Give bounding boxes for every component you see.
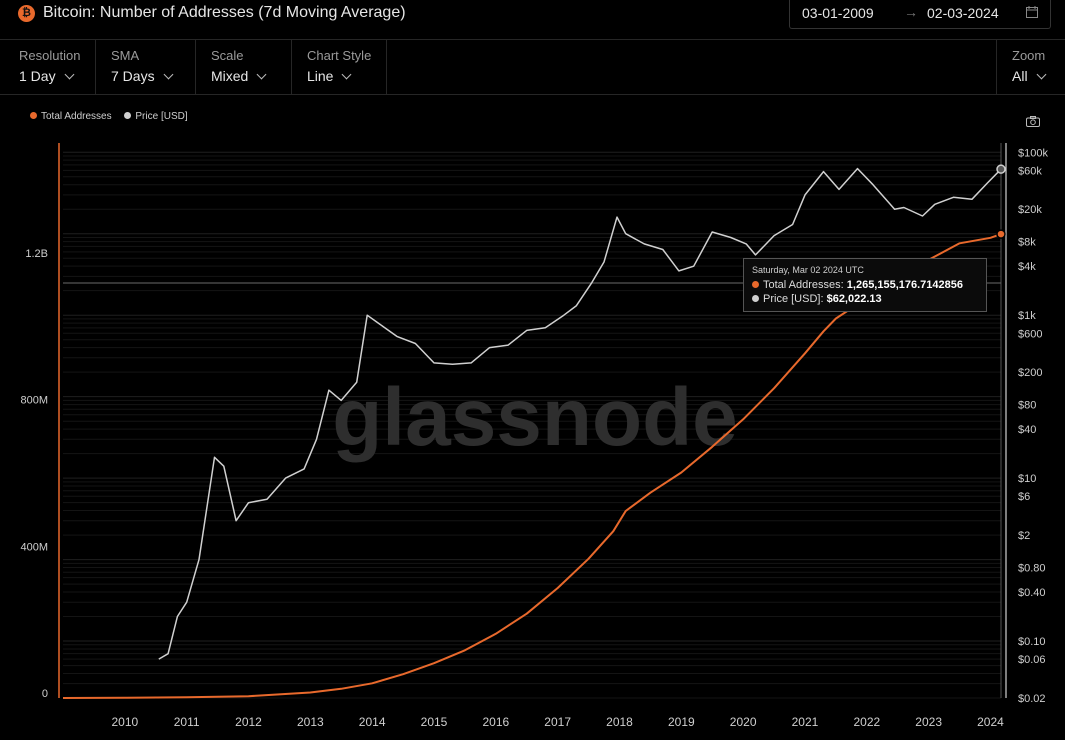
- sma-dropdown[interactable]: SMA 7 Days: [96, 40, 196, 95]
- left-axis-tick-label: 0: [42, 688, 48, 700]
- hover-marker-total-addresses: [996, 229, 1006, 239]
- chevron-down-icon: [342, 69, 352, 80]
- tooltip-value: 1,265,155,176.7142856: [846, 279, 964, 291]
- date-range-picker[interactable]: 03-01-2009 → 02-03-2024: [789, 0, 1051, 29]
- right-axis-tick-label: $0.02: [1018, 693, 1046, 705]
- x-axis-tick-label: 2011: [174, 715, 200, 729]
- left-axis-ticks: 0 400M 800M 1.2B: [20, 248, 48, 700]
- chart-style-value[interactable]: Line: [307, 68, 352, 84]
- chart-title: Bitcoin: Number of Addresses (7d Moving …: [43, 4, 406, 21]
- tooltip-dot-white: [752, 295, 759, 302]
- legend-dot-orange: [30, 112, 37, 119]
- legend-label: Price [USD]: [135, 111, 188, 122]
- series-line-price: [158, 167, 1002, 660]
- legend-label: Total Addresses: [41, 111, 112, 122]
- x-axis-tick-label: 2022: [853, 715, 880, 729]
- resolution-value[interactable]: 1 Day: [19, 68, 75, 84]
- right-axis-tick-label: $0.10: [1018, 636, 1046, 648]
- x-axis-tick-label: 2020: [730, 715, 757, 729]
- chevron-down-icon: [163, 69, 174, 80]
- right-axis-tick-label: $100k: [1018, 147, 1048, 159]
- right-axis-tick-label: $1k: [1018, 310, 1036, 322]
- chart-controls: Resolution 1 Day SMA 7 Days Scale Mixed …: [0, 40, 1065, 95]
- sma-label: SMA: [111, 48, 140, 63]
- tooltip-label: Total Addresses:: [763, 279, 844, 291]
- grid-lines: [63, 151, 1001, 699]
- x-axis-tick-label: 2023: [915, 715, 942, 729]
- left-axis-tick-label: 400M: [20, 541, 48, 553]
- right-axis-tick-label: $0.80: [1018, 562, 1046, 574]
- x-axis-tick-label: 2014: [359, 715, 386, 729]
- x-axis-tick-label: 2024: [977, 715, 1004, 729]
- hover-tooltip: Saturday, Mar 02 2024 UTC Total Addresse…: [743, 258, 987, 312]
- resolution-label: Resolution: [19, 48, 81, 63]
- chart-legend: Total Addresses Price [USD]: [30, 111, 198, 122]
- chart-header: ₿ Bitcoin: Number of Addresses (7d Movin…: [0, 0, 1065, 40]
- x-axis-tick-label: 2021: [792, 715, 819, 729]
- x-axis-ticks: 2010 2011 2012 2013 2014 2015 2016 2017 2018 2019…: [111, 715, 1004, 729]
- hover-markers: [996, 164, 1006, 239]
- right-axis-tick-label: $80: [1018, 400, 1036, 412]
- right-axis-tick-label: $2: [1018, 530, 1030, 542]
- left-axis-tick-label: 800M: [20, 395, 48, 407]
- tooltip-row-total-addresses: Total Addresses: 1,265,155,176.7142856: [752, 279, 963, 291]
- right-axis-tick-label: $6: [1018, 491, 1030, 503]
- tooltip-date: Saturday, Mar 02 2024 UTC: [752, 265, 864, 275]
- x-axis-tick-label: 2015: [421, 715, 448, 729]
- x-axis-tick-label: 2016: [482, 715, 509, 729]
- right-axis-tick-label: $20k: [1018, 204, 1042, 216]
- legend-item-total-addresses[interactable]: Total Addresses: [30, 111, 112, 122]
- right-axis-tick-label: $8k: [1018, 237, 1036, 249]
- chevron-down-icon: [1036, 69, 1047, 80]
- right-axis-tick-label: $600: [1018, 328, 1042, 340]
- arrow-right-icon: →: [904, 4, 918, 20]
- legend-dot-white: [124, 112, 132, 119]
- date-end-input[interactable]: 02-03-2024: [927, 5, 999, 21]
- camera-icon[interactable]: [1026, 116, 1040, 127]
- resolution-dropdown[interactable]: Resolution 1 Day: [4, 40, 96, 95]
- tooltip-label: Price [USD]:: [763, 293, 824, 305]
- left-axis-tick-label: 1.2B: [25, 248, 48, 260]
- right-axis-tick-label: $0.40: [1018, 587, 1046, 599]
- zoom-dropdown[interactable]: Zoom All: [996, 40, 1065, 95]
- x-axis-tick-label: 2010: [111, 715, 138, 729]
- tooltip-value: $62,022.13: [826, 293, 882, 305]
- right-axis-tick-label: $10: [1018, 473, 1036, 485]
- watermark: glassnode: [332, 372, 738, 463]
- x-axis-tick-label: 2018: [606, 715, 633, 729]
- tooltip-dot-orange: [752, 281, 759, 288]
- x-axis-tick-label: 2017: [544, 715, 571, 729]
- scale-label: Scale: [211, 48, 244, 63]
- calendar-icon[interactable]: [1026, 6, 1038, 18]
- hover-marker-price: [996, 164, 1006, 174]
- right-axis-ticks: $0.02 $0.06 $0.10 $0.40 $0.80 $2 $6 $10 $40 $80 $2…: [1018, 147, 1048, 705]
- x-axis-tick-label: 2013: [297, 715, 324, 729]
- chevron-down-icon: [64, 69, 75, 80]
- right-axis-tick-label: $60k: [1018, 165, 1042, 177]
- tooltip-row-price: Price [USD]: $62,022.13: [752, 293, 882, 305]
- right-axis-tick-label: $4k: [1018, 261, 1036, 273]
- legend-item-price[interactable]: Price [USD]: [124, 111, 188, 122]
- x-axis-tick-label: 2012: [235, 715, 262, 729]
- scale-dropdown[interactable]: Scale Mixed: [196, 40, 292, 95]
- x-axis-tick-label: 2019: [668, 715, 695, 729]
- bitcoin-icon: ₿: [18, 5, 35, 22]
- right-axis-tick-label: $0.06: [1018, 654, 1046, 666]
- right-axis-tick-label: $40: [1018, 424, 1036, 436]
- zoom-value[interactable]: All: [1012, 68, 1047, 84]
- sma-value[interactable]: 7 Days: [111, 68, 174, 84]
- chart-style-dropdown[interactable]: Chart Style Line: [292, 40, 387, 95]
- scale-value[interactable]: Mixed: [211, 68, 267, 84]
- date-start-input[interactable]: 03-01-2009: [802, 5, 874, 21]
- zoom-label: Zoom: [1012, 48, 1046, 63]
- chart-background: [3, 95, 1063, 740]
- right-axis-tick-label: $200: [1018, 367, 1042, 379]
- chart-style-label: Chart Style: [307, 48, 372, 63]
- chevron-down-icon: [256, 69, 267, 80]
